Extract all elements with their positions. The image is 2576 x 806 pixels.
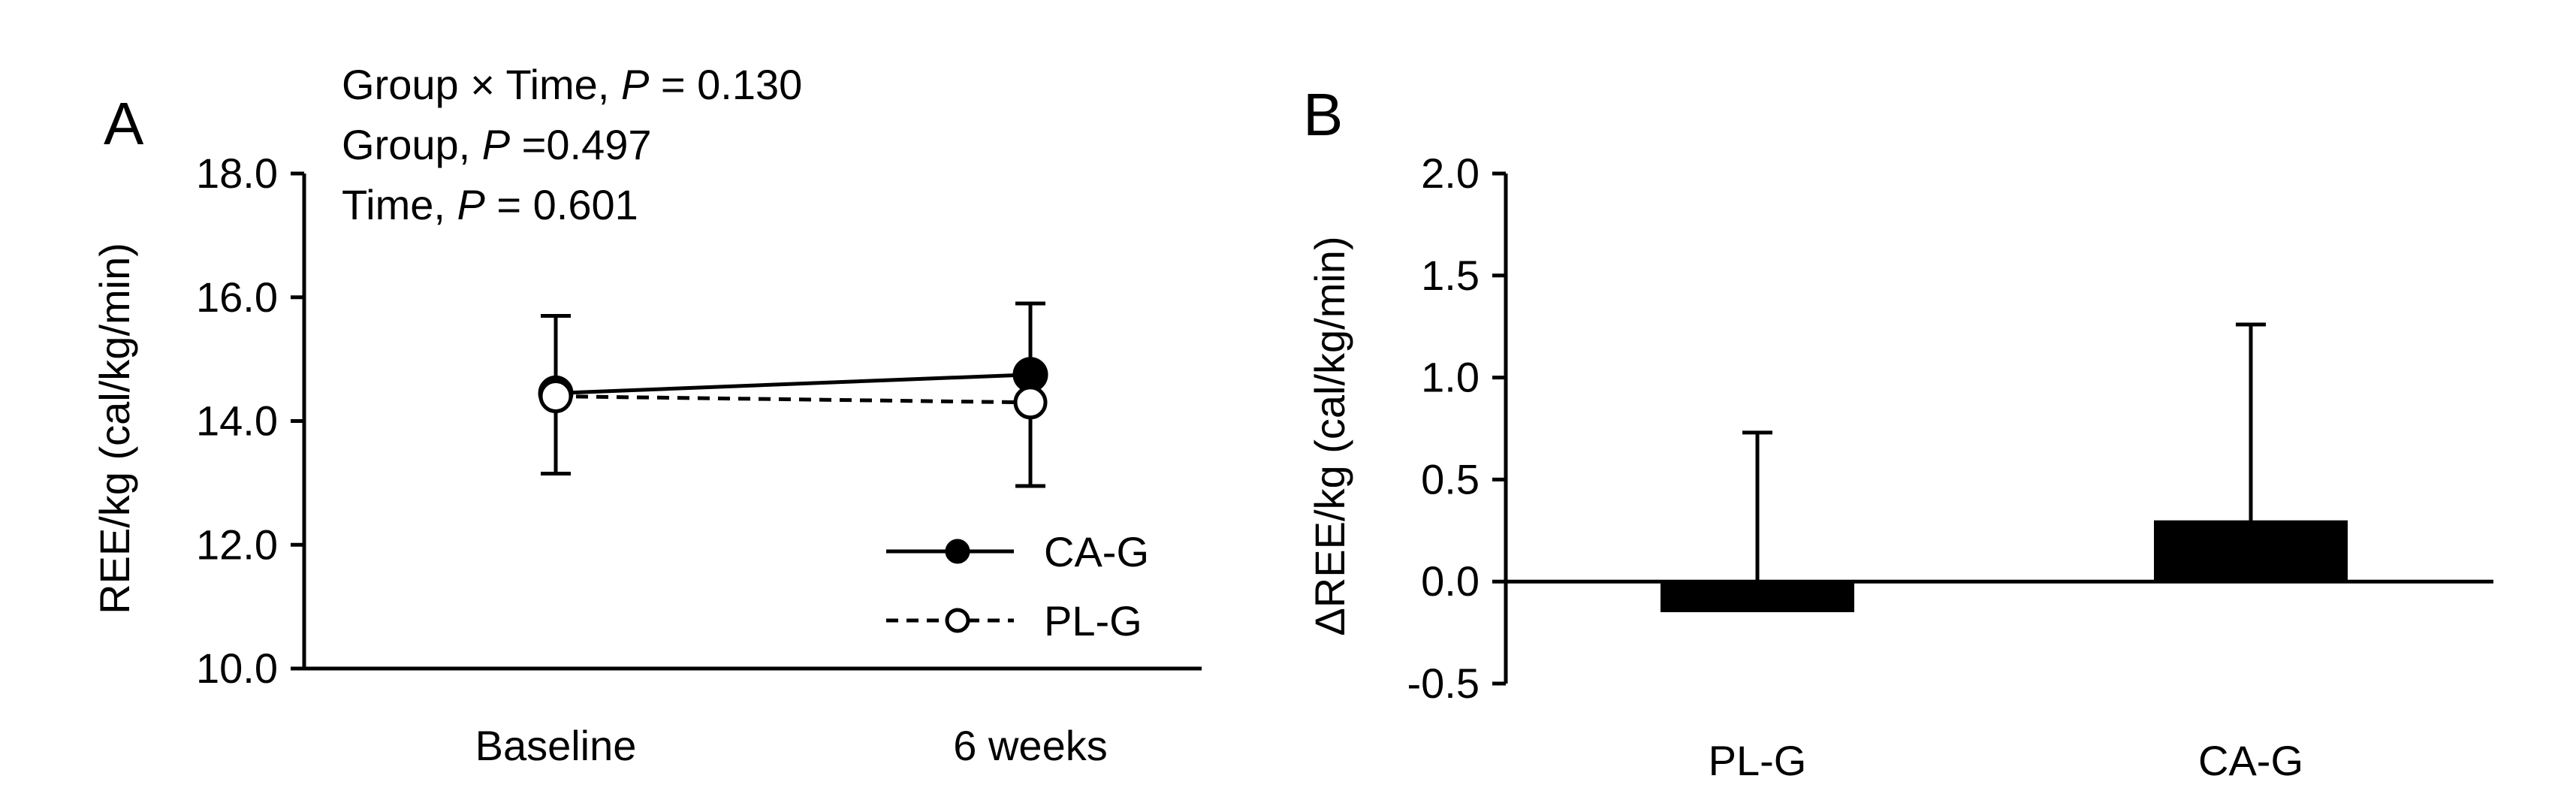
data-point-pl-g [538, 379, 573, 414]
y-tick-label-b: 0.5 [1421, 455, 1480, 503]
x-category-label-b: CA-G [2198, 737, 2303, 784]
legend-label-pl-g: PL-G [1044, 597, 1142, 644]
y-axis-label-a: REE/kg (cal/kg/min) [91, 243, 138, 614]
stat-prefix: Group × Time, [342, 61, 621, 108]
stat-p-symbol: P [457, 181, 484, 228]
x-category-label-a: 6 weeks [953, 722, 1107, 769]
panel-a-line-chart: 10.0 12.0 14.0 16.0 18.0 Baseline 6 weeks REE/k… [91, 61, 1202, 769]
x-category-label-a: Baseline [475, 722, 637, 769]
bar-pl-g [1661, 581, 1854, 612]
stat-annotation-line: Group, P =0.497 [342, 121, 652, 168]
stat-annotation-line: Time, P = 0.601 [342, 181, 638, 228]
y-tick-label-a: 10.0 [196, 644, 278, 692]
panel-letter-b: B [1303, 81, 1343, 148]
stat-p-symbol: P [621, 61, 649, 108]
panel-b-bar-chart: -0.5 0.0 0.5 1.0 1.5 2.0 PL-G CA-G ΔREE/kg (cal/… [1303, 81, 2493, 784]
y-tick-label-a: 14.0 [196, 397, 278, 445]
legend-marker-ca-g [945, 539, 970, 564]
y-tick-label-a: 18.0 [196, 149, 278, 197]
y-tick-label-b: 1.0 [1421, 354, 1480, 401]
stat-value: =0.497 [510, 121, 651, 168]
stat-prefix: Time, [342, 181, 457, 228]
series-line-ca-g [555, 373, 1031, 395]
y-tick-label-b: -0.5 [1407, 660, 1480, 707]
y-tick-label-a: 12.0 [196, 521, 278, 568]
stat-annotation-line: Group × Time, P = 0.130 [342, 61, 802, 108]
y-axis-label-b: ΔREE/kg (cal/kg/min) [1306, 236, 1353, 635]
panel-letter-a: A [104, 90, 144, 157]
stat-value: = 0.130 [649, 61, 802, 108]
stat-value: = 0.601 [485, 181, 638, 228]
stat-prefix: Group, [342, 121, 482, 168]
y-tick-label-a: 16.0 [196, 273, 278, 321]
series-line-pl-g [555, 394, 1031, 405]
x-category-label-b: PL-G [1709, 737, 1807, 784]
data-point-pl-g [1013, 385, 1048, 420]
stat-p-symbol: P [482, 121, 510, 168]
y-tick-label-b: 0.0 [1421, 557, 1480, 605]
legend-marker-pl-g [945, 608, 970, 633]
y-tick-label-b: 2.0 [1421, 149, 1480, 197]
legend-label-ca-g: CA-G [1044, 528, 1149, 575]
y-tick-label-b: 1.5 [1421, 252, 1480, 299]
